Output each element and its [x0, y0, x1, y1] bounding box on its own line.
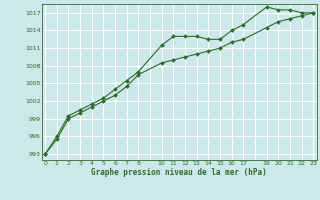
X-axis label: Graphe pression niveau de la mer (hPa): Graphe pression niveau de la mer (hPa)	[91, 168, 267, 177]
